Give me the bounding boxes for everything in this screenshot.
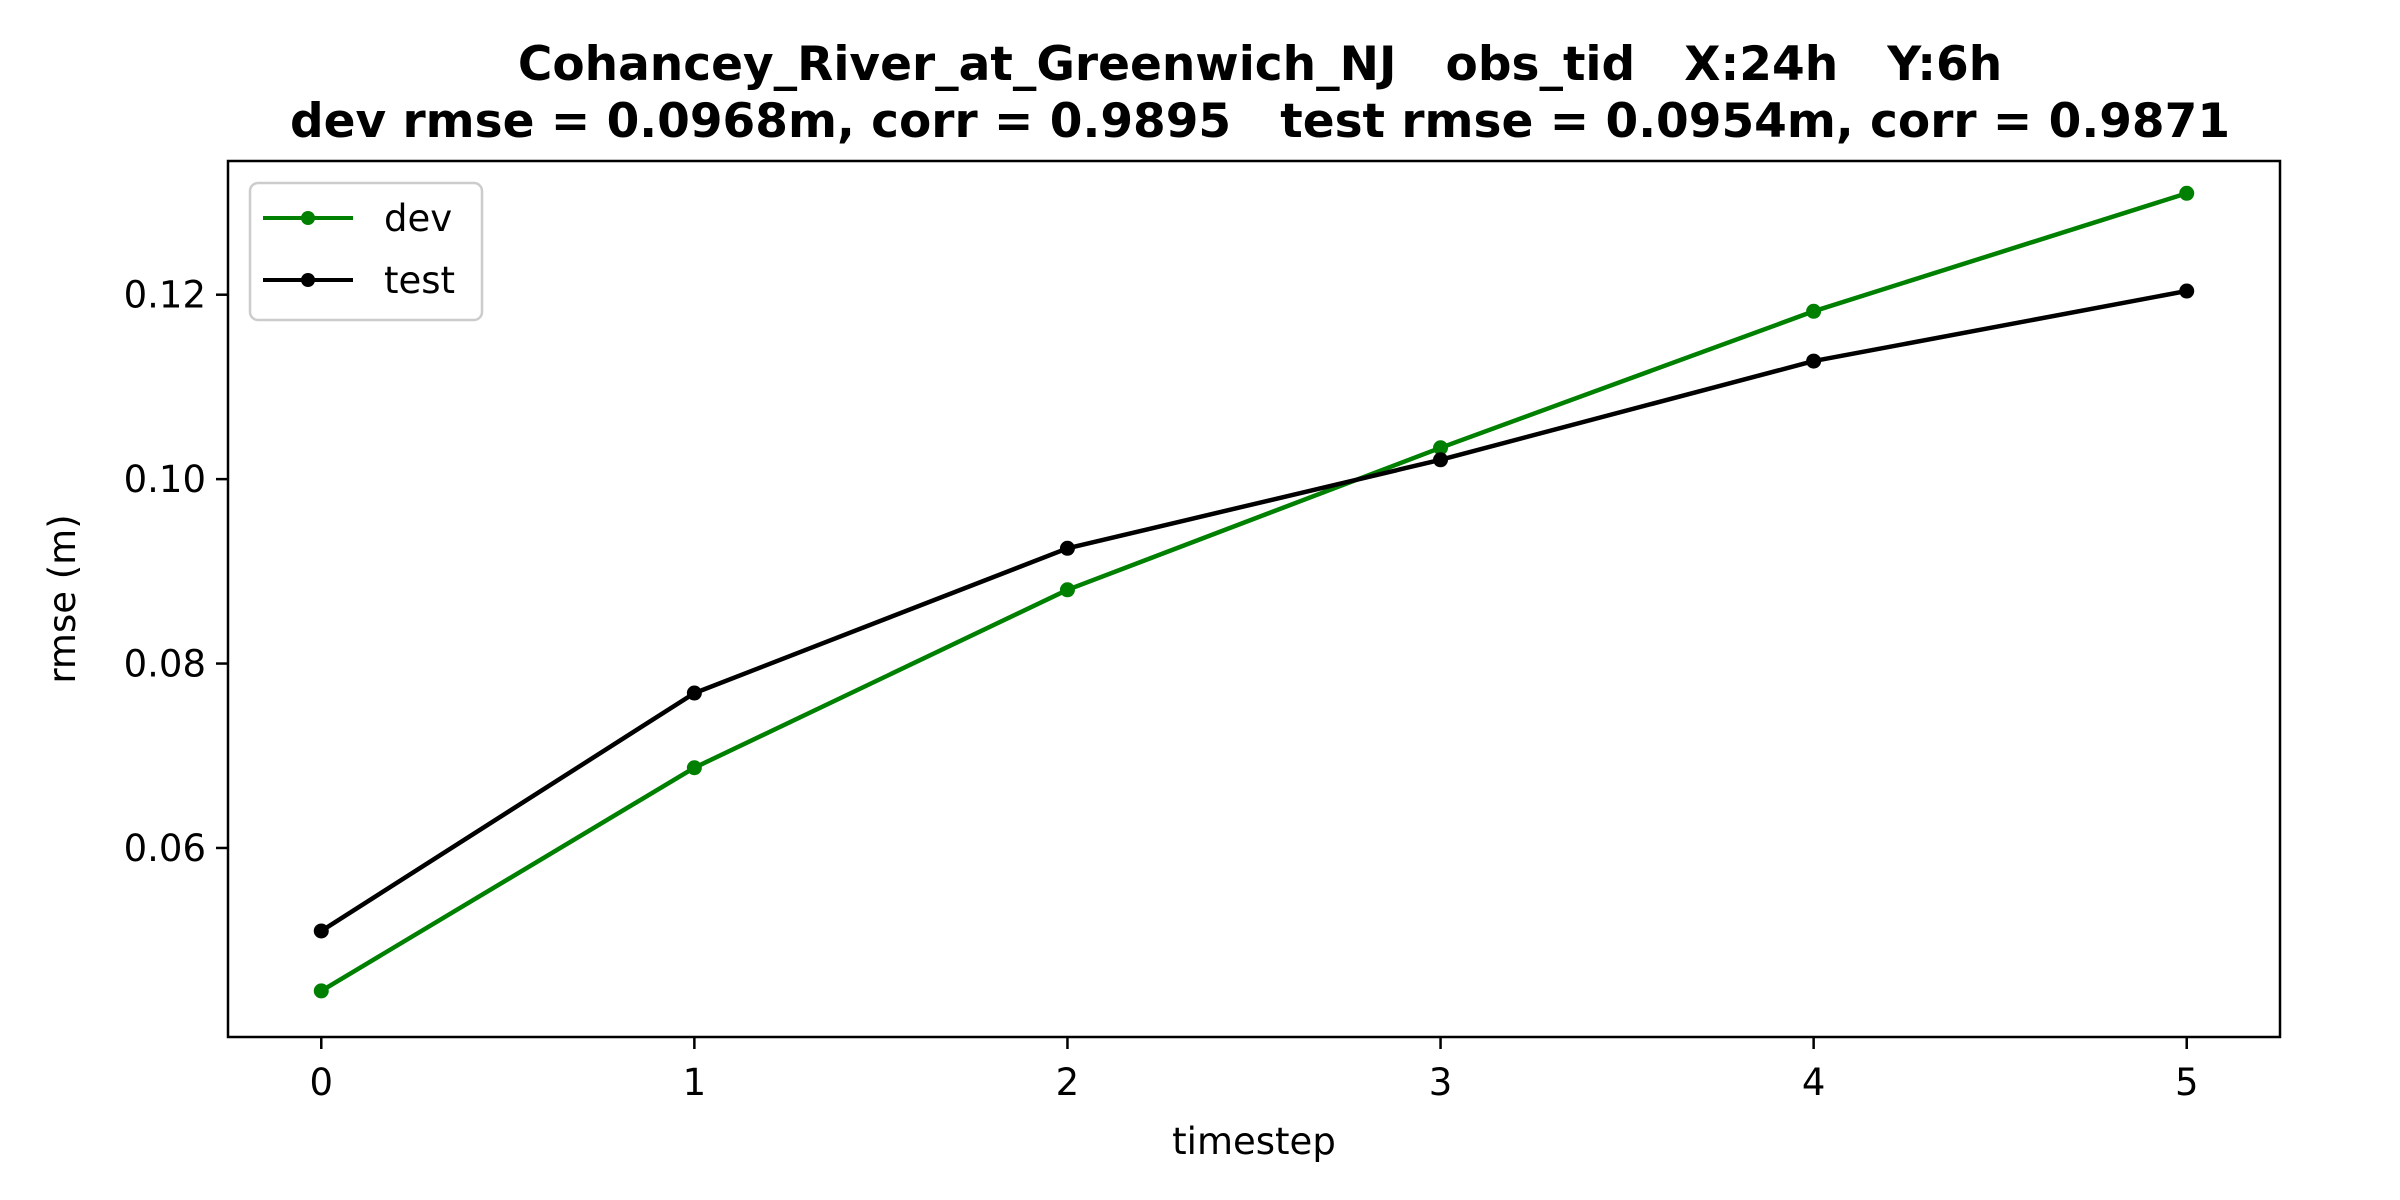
data-point <box>1806 303 1822 319</box>
legend-label: dev <box>384 197 452 240</box>
data-point <box>313 923 329 939</box>
chart-title: Cohancey_River_at_Greenwich_NJ obs_tid X… <box>518 37 2002 92</box>
plot-area-frame <box>226 159 2282 1039</box>
x-axis-label: timestep <box>1172 1120 1336 1163</box>
legend-label: test <box>384 259 455 302</box>
chart-subtitle: dev rmse = 0.0968m, corr = 0.9895 test r… <box>290 94 2230 149</box>
x-tick-label: 2 <box>1056 1061 1080 1104</box>
x-tick-label: 3 <box>1429 1061 1453 1104</box>
x-tick-label: 4 <box>1802 1061 1826 1104</box>
data-point <box>1059 540 1075 556</box>
y-tick-label: 0.10 <box>124 458 206 501</box>
y-axis-ticks: 0.06 0.08 0.10 0.12 <box>124 274 228 870</box>
series-line <box>318 288 2190 935</box>
legend: dev test <box>248 181 484 322</box>
y-tick-label: 0.08 <box>124 643 206 686</box>
legend-entry-test: test <box>263 259 455 302</box>
data-point <box>1806 353 1822 369</box>
data-point <box>1059 582 1075 598</box>
data-point <box>2179 283 2195 299</box>
x-tick-label: 0 <box>309 1061 333 1104</box>
series-line <box>318 190 2190 994</box>
x-tick-label: 5 <box>2175 1061 2199 1104</box>
legend-swatch-marker <box>301 273 315 287</box>
y-tick-label: 0.06 <box>124 827 206 870</box>
x-axis-ticks: 0 1 2 3 4 5 <box>309 1037 2199 1104</box>
x-tick-label: 1 <box>683 1061 707 1104</box>
series-dev <box>313 185 2195 999</box>
y-tick-label: 0.12 <box>124 274 206 317</box>
y-axis-label: rmse (m) <box>41 514 84 683</box>
data-point <box>313 983 329 999</box>
series-test <box>313 283 2195 939</box>
data-point <box>2179 185 2195 201</box>
legend-entry-dev: dev <box>263 197 452 240</box>
data-point <box>686 760 702 776</box>
data-point <box>1433 452 1449 468</box>
data-point <box>686 685 702 701</box>
legend-swatch-marker <box>301 211 315 225</box>
plot-series <box>313 185 2195 999</box>
data-point <box>1433 440 1449 456</box>
